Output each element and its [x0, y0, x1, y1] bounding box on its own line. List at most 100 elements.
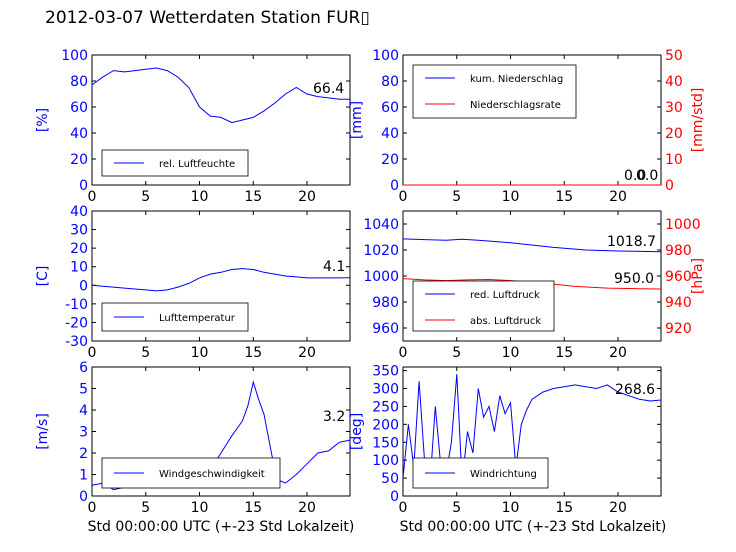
y-tick-label: 0 — [79, 178, 88, 194]
plot-frame — [402, 366, 662, 497]
y-tick-label: 1000 — [363, 269, 399, 285]
y-tick-label: 20 — [70, 152, 88, 168]
y2-tick-label: 1000 — [665, 217, 701, 233]
x-tick-label: 15 — [555, 345, 573, 361]
legend-label: Windrichtung — [470, 469, 537, 480]
x-tick-label: 0 — [399, 189, 408, 205]
y-tick-label: 5 — [79, 382, 88, 398]
y-tick-label: 4 — [79, 403, 88, 419]
y2-tick-label: 940 — [665, 295, 692, 311]
x-tick-label: 15 — [555, 500, 573, 516]
y-axis-label: [%] — [35, 108, 51, 132]
x-tick-label: 0 — [88, 189, 97, 205]
y-tick-label: 6 — [79, 360, 88, 376]
y-tick-label: 1020 — [363, 243, 399, 259]
x-tick-label: 20 — [609, 345, 627, 361]
plot-frame — [91, 54, 351, 186]
y2-tick-label: 30 — [665, 100, 683, 116]
y-tick-label: 80 — [381, 74, 399, 90]
legend-label: Windgeschwindigkeit — [159, 469, 265, 480]
x-tick-label: 10 — [502, 189, 520, 205]
y2-tick-label: 10 — [665, 152, 683, 168]
x-tick-label: 10 — [502, 345, 520, 361]
value-annotation: 0.0 — [624, 168, 646, 184]
x-tick-label: 10 — [191, 500, 209, 516]
value-annotation-2: 950.0 — [614, 271, 654, 287]
y2-tick-label: 980 — [665, 243, 692, 259]
value-annotation-2: 0.0 — [636, 168, 658, 184]
x-axis-label: Std 00:00:00 UTC (+-23 Std Lokalzeit) — [400, 519, 667, 535]
legend-label: rel. Luftfeuchte — [159, 159, 235, 170]
x-tick-label: 15 — [555, 189, 573, 205]
y-tick-label: 20 — [70, 241, 88, 257]
y-tick-label: 40 — [381, 126, 399, 142]
y-tick-label: 250 — [372, 399, 399, 415]
x-tick-label: 15 — [244, 345, 262, 361]
y-tick-label: 3 — [79, 425, 88, 441]
y-tick-label: 40 — [70, 126, 88, 142]
x-tick-label: 10 — [191, 345, 209, 361]
value-annotation: 1018.7 — [607, 234, 656, 250]
legend-box — [412, 280, 555, 332]
value-annotation: 3.2 — [323, 409, 345, 425]
y-tick-label: 50 — [381, 471, 399, 487]
x-tick-label: 5 — [452, 500, 461, 516]
y-tick-label: 100 — [61, 48, 88, 64]
y-tick-label: 960 — [372, 321, 399, 337]
y-tick-label: 150 — [372, 435, 399, 451]
y-tick-label: 0 — [79, 489, 88, 505]
x-tick-label: 10 — [191, 189, 209, 205]
legend-label: kum. Niederschlag — [470, 74, 563, 85]
y-tick-label: 30 — [70, 223, 88, 239]
x-tick-label: 10 — [502, 500, 520, 516]
y-tick-label: 980 — [372, 295, 399, 311]
x-tick-label: 0 — [88, 500, 97, 516]
y2-tick-label: 0 — [665, 178, 674, 194]
y-tick-label: 0 — [79, 278, 88, 294]
legend-box — [412, 64, 577, 119]
y2-axis-label: [mm/std] — [690, 88, 706, 153]
plot-frame — [91, 210, 351, 342]
y-tick-label: 100 — [372, 48, 399, 64]
x-tick-label: 0 — [88, 345, 97, 361]
y2-tick-label: 40 — [665, 74, 683, 90]
x-tick-label: 5 — [141, 500, 150, 516]
value-annotation: 66.4 — [313, 81, 344, 97]
y-tick-label: 0 — [390, 489, 399, 505]
y-axis-label: [m/s] — [35, 413, 51, 450]
x-tick-label: 5 — [141, 189, 150, 205]
y2-tick-label: 960 — [665, 269, 692, 285]
series-line — [402, 238, 662, 253]
y-tick-label: 40 — [70, 204, 88, 220]
y-axis-label: [C] — [35, 266, 51, 287]
y-tick-label: 200 — [372, 417, 399, 433]
y-tick-label: 350 — [372, 364, 399, 380]
y-tick-label: -10 — [65, 297, 88, 313]
y2-tick-label: 50 — [665, 48, 683, 64]
legend-label: Niederschlagsrate — [470, 100, 561, 111]
value-annotation: 268.6 — [615, 382, 655, 398]
y-tick-label: 0 — [390, 178, 399, 194]
y-tick-label: 300 — [372, 382, 399, 398]
y2-tick-label: 20 — [665, 126, 683, 142]
x-tick-label: 5 — [141, 345, 150, 361]
y-tick-label: 20 — [381, 152, 399, 168]
y-axis-label: [deg] — [349, 413, 365, 450]
x-tick-label: 20 — [298, 345, 316, 361]
y-tick-label: 1040 — [363, 217, 399, 233]
series-line — [91, 268, 351, 292]
legend-label: red. Luftdruck — [470, 290, 540, 301]
x-tick-label: 20 — [298, 500, 316, 516]
x-tick-label: 15 — [244, 189, 262, 205]
x-tick-label: 0 — [399, 500, 408, 516]
figure-title: 2012-03-07 Wetterdaten Station FUR▯ — [45, 8, 370, 28]
x-tick-label: 20 — [298, 189, 316, 205]
y2-tick-label: 920 — [665, 321, 692, 337]
y-axis-label: [mm] — [349, 101, 365, 139]
y-tick-label: -30 — [65, 334, 88, 350]
value-annotation: 4.1 — [323, 259, 345, 275]
x-tick-label: 20 — [609, 189, 627, 205]
y-tick-label: 80 — [70, 74, 88, 90]
y-tick-label: 60 — [381, 100, 399, 116]
